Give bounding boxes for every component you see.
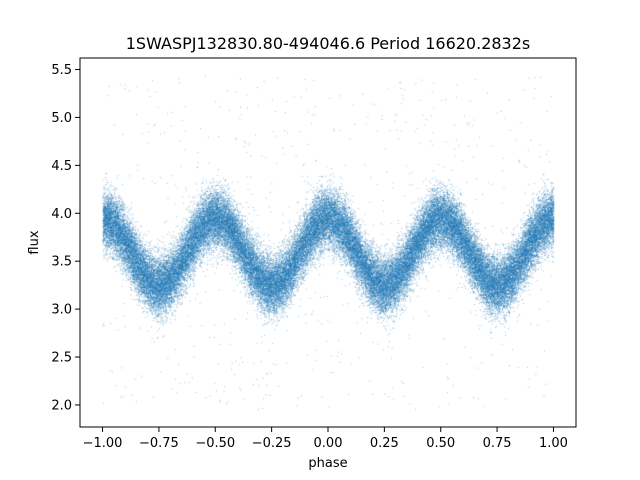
x-tick-label: −0.75 (139, 436, 179, 451)
x-tick-label: 1.00 (539, 436, 568, 451)
x-tick-label: 0.75 (483, 436, 512, 451)
x-tick-label: 0.25 (370, 436, 399, 451)
y-tick-label: 3.0 (51, 303, 72, 318)
x-axis: −1.00 −0.75 −0.50 −0.25 0.00 0.25 0.50 0.75 1.00 (83, 427, 568, 451)
y-tick-label: 5.0 (51, 111, 72, 126)
y-tick-label: 3.5 (51, 255, 72, 270)
x-tick-label: −1.00 (83, 436, 123, 451)
y-axis: 2.0 2.5 3.0 3.5 4.0 4.5 5.0 5.5 (51, 63, 80, 413)
y-axis-label: flux (27, 230, 42, 254)
x-axis-label: phase (308, 456, 347, 471)
x-tick-label: −0.25 (252, 436, 292, 451)
y-tick-label: 4.0 (51, 207, 72, 222)
scatter-points (80, 58, 576, 427)
chart-title: 1SWASPJ132830.80-494046.6 Period 16620.2… (126, 34, 531, 53)
y-tick-label: 5.5 (51, 63, 72, 78)
x-tick-label: 0.50 (426, 436, 455, 451)
y-tick-label: 4.5 (51, 159, 72, 174)
x-tick-label: −0.50 (195, 436, 235, 451)
y-tick-label: 2.5 (51, 351, 72, 366)
y-tick-label: 2.0 (51, 398, 72, 413)
x-tick-label: 0.00 (314, 436, 343, 451)
